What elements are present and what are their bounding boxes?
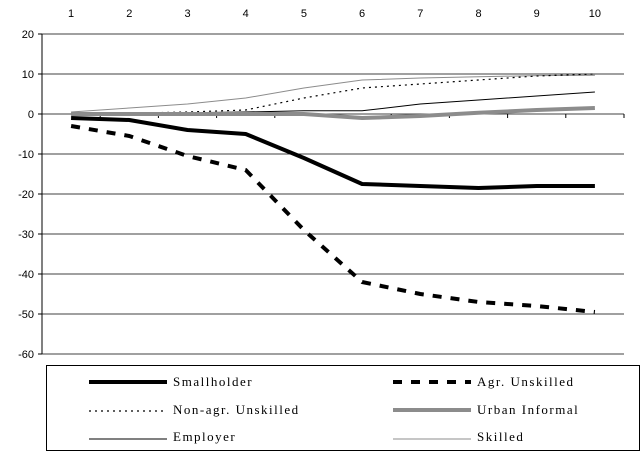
y-tick-label-10: 10	[22, 69, 34, 81]
x-tick-label-1: 1	[68, 8, 74, 20]
legend: Smallholder Agr. Unskilled Non-agr. Unsk…	[46, 365, 640, 451]
y-tick-label--10: -10	[18, 149, 34, 161]
x-tick-label-4: 4	[243, 8, 249, 20]
legend-item-urban-informal: Urban Informal	[393, 400, 579, 420]
legend-swatch-smallholder	[89, 380, 167, 384]
legend-label-employer: Employer	[173, 429, 237, 444]
y-tick-label-0: 0	[28, 109, 34, 121]
line-chart: 1 2 3 4 5 6 7 8 9 10 20 10 0 -10 -20 -30 -40 -50 -60	[18, 8, 625, 361]
series-line-non-agr-unskilled	[71, 73, 595, 115]
series-line-agr-unskilled	[70, 124, 596, 314]
x-tick-label-5: 5	[301, 8, 307, 20]
legend-label-agr-unskilled: Agr. Unskilled	[477, 374, 575, 389]
x-tick-label-6: 6	[359, 8, 365, 20]
x-tick-label-8: 8	[475, 8, 481, 20]
series-line-smallholder	[71, 116, 595, 190]
y-tick-label-20: 20	[22, 29, 34, 41]
x-tick-label-3: 3	[184, 8, 190, 20]
legend-swatch-non-agr-unskilled	[89, 410, 167, 412]
y-tick-label--40: -40	[18, 269, 34, 281]
legend-item-skilled: Skilled	[393, 427, 524, 447]
series-line-skilled	[71, 74, 595, 113]
legend-item-agr-unskilled: Agr. Unskilled	[393, 372, 575, 392]
legend-item-non-agr-unskilled: Non-agr. Unskilled	[89, 400, 300, 420]
y-tick-labels: 20 10 0 -10 -20 -30 -40 -50 -60	[18, 29, 34, 361]
legend-label-urban-informal: Urban Informal	[477, 402, 580, 417]
legend-label-smallholder: Smallholder	[173, 374, 254, 389]
legend-item-employer: Employer	[89, 427, 236, 447]
legend-swatch-employer	[89, 438, 167, 440]
y-tick-label--50: -50	[18, 309, 34, 321]
series-line-urban-informal	[71, 106, 595, 120]
legend-label-non-agr-unskilled: Non-agr. Unskilled	[173, 402, 300, 417]
gridlines	[42, 33, 624, 355]
legend-swatch-agr-unskilled	[393, 380, 471, 384]
x-tick-label-10: 10	[589, 8, 601, 20]
x-tick-labels: 1 2 3 4 5 6 7 8 9 10	[68, 8, 601, 20]
legend-item-smallholder: Smallholder	[89, 372, 253, 392]
y-tick-label--20: -20	[18, 189, 34, 201]
y-tick-label--60: -60	[18, 349, 34, 361]
legend-swatch-skilled	[393, 438, 471, 440]
y-tick-label--30: -30	[18, 229, 34, 241]
legend-swatch-urban-informal	[393, 408, 471, 412]
x-tick-label-9: 9	[534, 8, 540, 20]
x-tick-label-7: 7	[417, 8, 423, 20]
x-tick-label-2: 2	[126, 8, 132, 20]
series-lines	[70, 73, 596, 314]
legend-label-skilled: Skilled	[477, 429, 525, 444]
